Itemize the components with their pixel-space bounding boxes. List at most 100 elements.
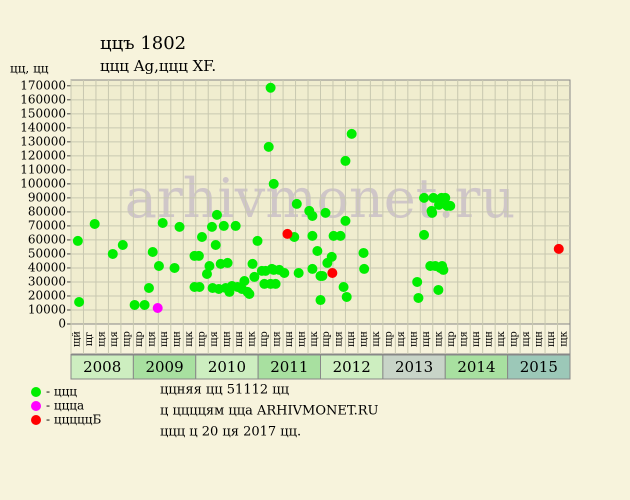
year-band — [507, 354, 571, 380]
point — [335, 230, 346, 241]
x-tick-label: щй — [72, 331, 83, 347]
year-band — [382, 354, 446, 380]
point — [282, 228, 293, 239]
y-tick-label: 40000 — [28, 260, 66, 274]
point — [265, 82, 276, 93]
x-tick-label: щн — [546, 331, 557, 347]
year-band — [444, 354, 509, 380]
point — [143, 282, 154, 293]
point — [419, 192, 430, 203]
x-tick-label: щн — [159, 331, 170, 347]
y-label: цц, цц — [10, 62, 49, 76]
point — [440, 192, 451, 203]
year-label: 2014 — [457, 358, 495, 376]
point — [427, 207, 438, 218]
point — [196, 231, 207, 242]
y-tick-label: 110000 — [20, 162, 66, 176]
point — [204, 260, 215, 271]
point — [412, 276, 423, 287]
point — [327, 267, 338, 278]
point — [328, 230, 339, 241]
year-band — [320, 354, 384, 380]
point — [419, 229, 430, 240]
point — [139, 299, 150, 310]
point — [247, 258, 258, 269]
x-tick-label: щр — [321, 331, 332, 347]
point — [129, 299, 140, 310]
point — [268, 178, 279, 189]
x-tick-label: щн — [221, 331, 232, 347]
point — [206, 221, 217, 232]
x-tick-label: щя — [271, 331, 282, 347]
x-tick-label: щк — [184, 330, 195, 346]
y-tick-label: 100000 — [20, 176, 66, 190]
point — [193, 250, 204, 261]
chart-title: ццъ 1802 — [100, 33, 186, 54]
x-tick-label: щн — [284, 331, 295, 347]
x-tick-label: щк — [496, 330, 507, 346]
y-tick-label: 140000 — [20, 120, 66, 134]
point — [239, 275, 250, 286]
point — [428, 192, 439, 203]
point — [252, 235, 263, 246]
point — [307, 210, 318, 221]
point — [358, 247, 369, 258]
year-band — [132, 354, 197, 380]
year-label: 2011 — [270, 358, 308, 376]
y-tick-label: 130000 — [20, 134, 66, 148]
x-tick-label: щя — [396, 331, 407, 347]
point — [72, 235, 83, 246]
x-tick-label: щн — [346, 331, 357, 347]
year-label: 2008 — [83, 358, 121, 376]
y-tick-label: 50000 — [28, 246, 66, 260]
point — [230, 220, 241, 231]
year-label: 2010 — [208, 358, 246, 376]
point — [293, 267, 304, 278]
x-tick-label: щн — [533, 331, 544, 347]
year-label: 2009 — [145, 358, 183, 376]
point — [174, 221, 185, 232]
point — [157, 217, 168, 228]
note: ццняя цц 51112 цц — [160, 383, 289, 398]
x-tick-label: щк — [309, 330, 320, 346]
x-tick-label: щя — [109, 331, 120, 347]
legend-marker — [31, 387, 41, 397]
x-tick-label: щя — [334, 331, 345, 347]
point — [320, 207, 331, 218]
point — [433, 284, 444, 295]
legend-marker — [31, 415, 41, 425]
point — [153, 260, 164, 271]
point — [340, 215, 351, 226]
y-tick-label: 90000 — [28, 190, 66, 204]
point — [152, 303, 163, 314]
point — [270, 278, 281, 289]
note: ццц ц 20 ця 2017 цц. — [160, 425, 301, 440]
y-tick-label: 80000 — [28, 204, 66, 218]
y-tick-label: 30000 — [28, 274, 66, 288]
point — [201, 268, 212, 279]
x-tick-label: щн — [421, 331, 432, 347]
point — [218, 220, 229, 231]
legend-marker — [31, 401, 41, 411]
point — [244, 289, 255, 300]
point — [346, 128, 357, 139]
point — [211, 209, 222, 220]
x-tick-label: щр — [508, 331, 519, 347]
point — [169, 262, 180, 273]
year-band — [257, 354, 321, 380]
legend-label: - цццццБ — [46, 413, 101, 427]
point — [249, 271, 260, 282]
x-tick-label: щн — [234, 331, 245, 347]
point — [263, 141, 274, 152]
point — [107, 248, 118, 259]
year-band — [70, 354, 134, 380]
point — [340, 155, 351, 166]
point — [338, 282, 349, 293]
x-tick-label: щр — [122, 331, 133, 347]
year-label: 2012 — [333, 358, 371, 376]
x-tick-label: щя — [521, 331, 532, 347]
point — [312, 245, 323, 256]
x-tick-label: щг — [84, 332, 95, 347]
y-tick-label: 60000 — [28, 232, 66, 246]
